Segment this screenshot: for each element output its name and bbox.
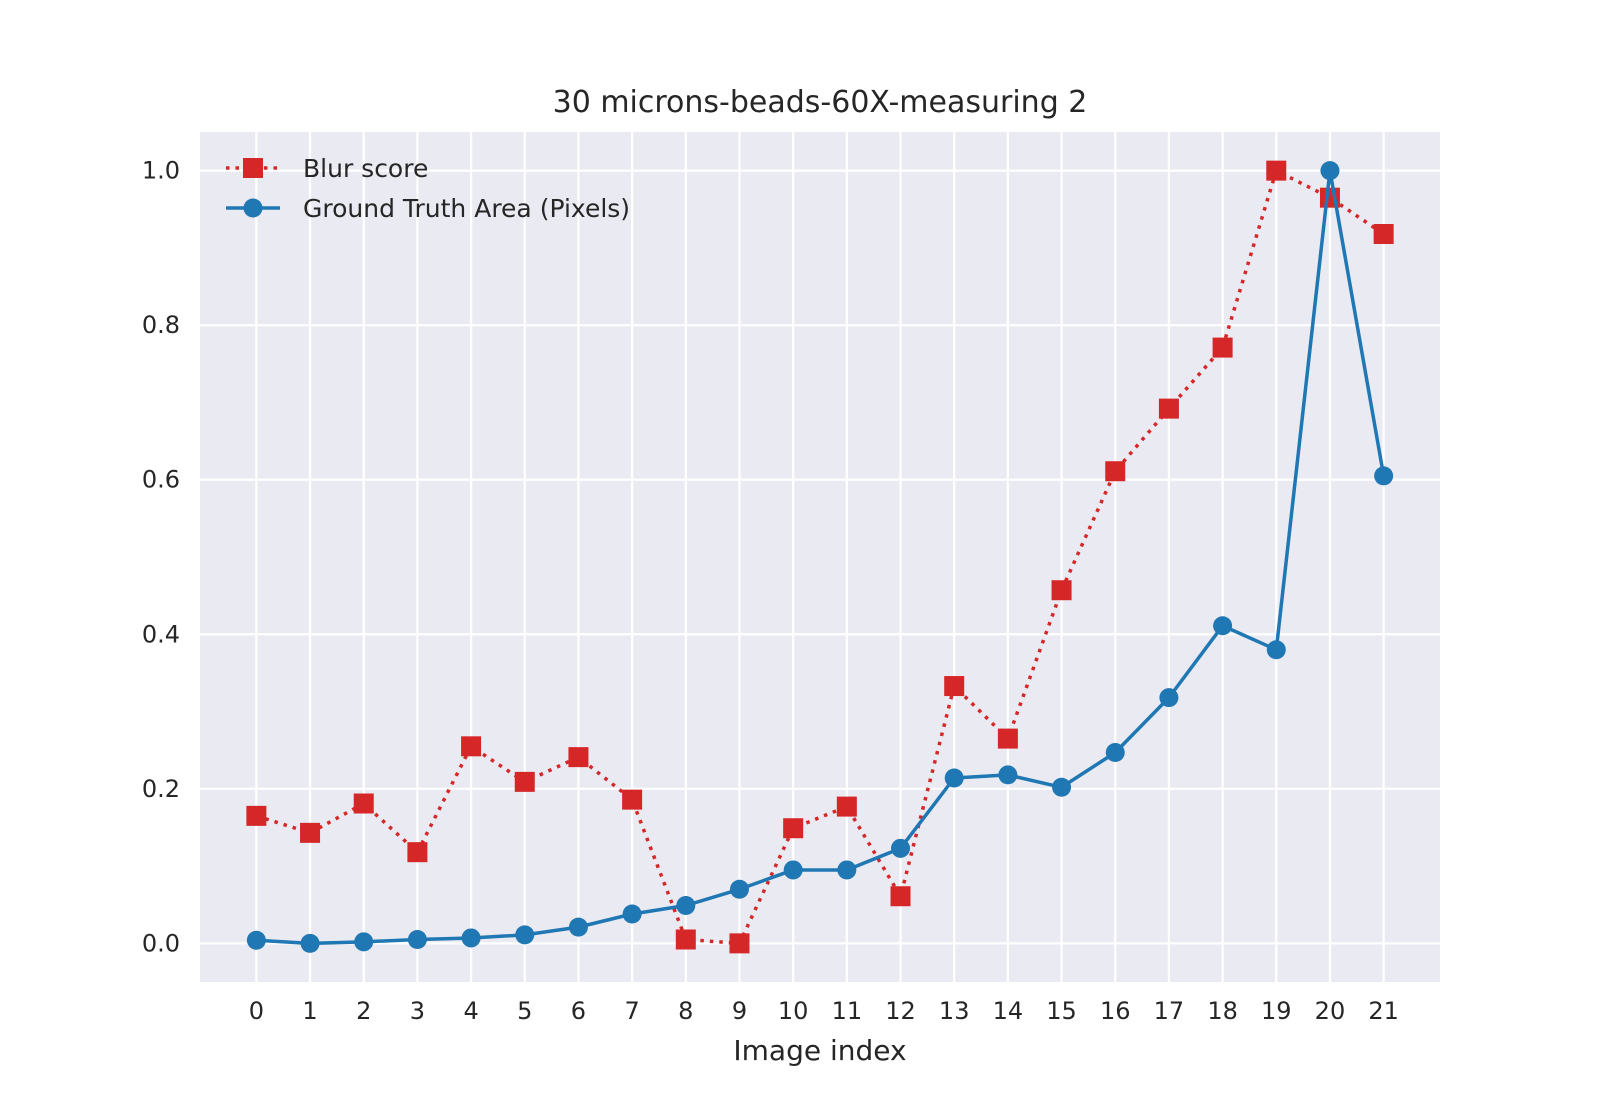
series-layer: [246, 160, 1394, 954]
y-tick-label: 0.2: [142, 775, 180, 803]
data-point-square: [783, 818, 804, 839]
data-point-square: [997, 728, 1018, 749]
y-tick-label: 0.0: [142, 929, 180, 957]
data-point-square: [1266, 160, 1287, 181]
data-point-circle: [1320, 161, 1340, 181]
data-point-square: [944, 676, 965, 697]
data-point-circle: [1213, 616, 1233, 636]
data-point-circle: [354, 932, 374, 952]
data-point-circle: [246, 930, 266, 950]
data-point-square: [568, 747, 589, 768]
data-point-circle: [891, 838, 911, 858]
x-tick-label: 21: [1368, 997, 1399, 1025]
x-tick-label: 14: [993, 997, 1024, 1025]
y-tick-label: 0.6: [142, 466, 180, 494]
data-point-square: [1212, 337, 1233, 358]
data-point-circle: [729, 879, 749, 899]
x-tick-label: 15: [1046, 997, 1077, 1025]
x-tick-label: 11: [832, 997, 863, 1025]
x-tick-label: 20: [1315, 997, 1346, 1025]
data-point-circle: [837, 860, 857, 880]
data-point-circle: [568, 917, 588, 937]
data-point-circle: [998, 765, 1018, 785]
data-point-circle: [622, 904, 642, 924]
data-point-square: [246, 805, 267, 826]
x-tick-label: 5: [517, 997, 532, 1025]
legend-marker-circle: [243, 198, 263, 218]
data-point-square: [836, 796, 857, 817]
data-point-square: [407, 842, 428, 863]
series-line: [255, 168, 1385, 946]
x-tick-label: 10: [778, 997, 809, 1025]
legend-label: Blur score: [303, 154, 428, 183]
x-tick-label: 12: [885, 997, 916, 1025]
data-point-circle: [407, 930, 427, 949]
data-point-square: [1373, 224, 1394, 244]
chart-title: 30 microns-beads-60X-measuring 2: [553, 85, 1088, 120]
x-tick-label: 19: [1261, 997, 1292, 1025]
x-tick-label: 16: [1100, 997, 1131, 1025]
x-tick-label: 9: [732, 997, 747, 1025]
series-blur-score: [246, 160, 1394, 954]
x-tick-label: 8: [678, 997, 693, 1025]
legend-label: Ground Truth Area (Pixels): [303, 194, 630, 223]
data-point-circle: [1052, 777, 1072, 797]
data-point-square: [1051, 580, 1072, 601]
x-tick-label: 13: [939, 997, 970, 1025]
y-tick-label: 1.0: [142, 157, 180, 185]
x-tick-label: 6: [571, 997, 586, 1025]
x-axis-title: Image index: [733, 1034, 906, 1067]
data-point-circle: [300, 933, 320, 953]
data-point-circle: [783, 860, 803, 880]
data-point-circle: [515, 925, 535, 945]
data-point-circle: [1266, 640, 1286, 660]
data-point-circle: [461, 928, 481, 948]
data-point-square: [300, 822, 321, 843]
tick-labels: 0 1 2 3 4 5 6 7 8 9 10 11 12 13 14 15 16 17 18 19 20 210.00.2…: [142, 157, 1399, 1025]
data-point-square: [1105, 461, 1126, 482]
plot-area: [200, 132, 1440, 982]
data-point-square: [622, 789, 643, 810]
data-point-square: [353, 793, 374, 814]
data-point-circle: [1159, 688, 1179, 708]
series-line: [256, 168, 1386, 946]
x-tick-label: 17: [1154, 997, 1185, 1025]
data-point-square: [729, 933, 750, 954]
data-point-circle: [676, 896, 696, 915]
data-point-circle: [1374, 466, 1394, 486]
series-ground-truth-area: [246, 161, 1394, 953]
data-point-square: [675, 929, 696, 950]
x-tick-label: 7: [624, 997, 639, 1025]
legend-item: Blur score: [226, 154, 428, 183]
legend-item: Ground Truth Area (Pixels): [226, 194, 630, 223]
grid-lines: [200, 132, 1440, 982]
data-point-square: [514, 771, 535, 792]
legend-marker-square: [243, 158, 263, 178]
x-tick-label: 0: [249, 997, 264, 1025]
x-tick-label: 1: [302, 997, 317, 1025]
x-tick-label: 18: [1207, 997, 1238, 1025]
x-tick-label: 2: [356, 997, 371, 1025]
data-point-square: [1158, 398, 1179, 419]
data-point-circle: [1105, 743, 1125, 762]
data-point-square: [890, 886, 911, 907]
x-tick-label: 3: [410, 997, 425, 1025]
data-point-circle: [944, 768, 964, 788]
y-tick-label: 0.4: [142, 620, 180, 648]
data-point-square: [461, 736, 482, 757]
legend: Blur score Ground Truth Area (Pixels): [226, 154, 630, 223]
y-tick-label: 0.8: [142, 311, 180, 339]
x-tick-label: 4: [463, 997, 478, 1025]
